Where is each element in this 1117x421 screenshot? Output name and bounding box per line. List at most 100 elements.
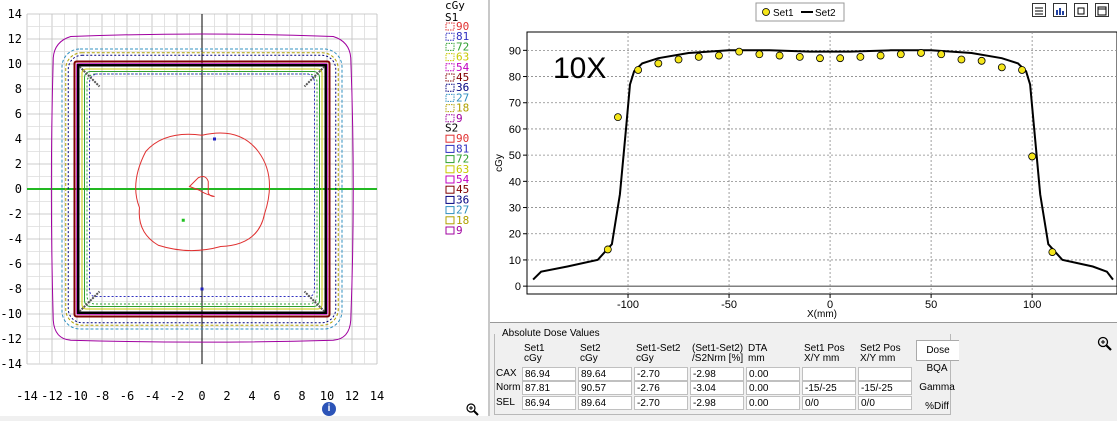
dose-table-cell: -3.04 (690, 381, 744, 395)
isodose-corner (303, 290, 326, 313)
chart-bars-icon[interactable] (1053, 3, 1067, 17)
zoom-icon[interactable] (466, 403, 480, 416)
x-tick-label: 100 (1023, 299, 1041, 311)
legend-swatch (445, 195, 455, 204)
legend-level-value: 18 (456, 214, 469, 227)
legend-level-value: 90 (456, 20, 469, 33)
iso-y-tick: 6 (15, 107, 22, 121)
iso-x-tick: -8 (95, 389, 109, 403)
iso-y-tick: -4 (8, 232, 22, 246)
panel-splitter[interactable] (488, 0, 490, 416)
series-set1-point (674, 55, 683, 64)
iso-x-tick: 6 (273, 389, 280, 403)
dose-table-cell: -2.98 (690, 367, 744, 381)
isodose-contour (84, 71, 320, 307)
y-tick-label: 10 (509, 255, 521, 267)
series-set1-point (775, 51, 784, 60)
profile-chart: 0 10 20 30 40 50 60 70 80 90 -100 -50 0 50 100 10X cGy… (494, 2, 1117, 320)
legend-level-value: 81 (456, 142, 469, 155)
legend-swatch (445, 22, 455, 31)
dose-table-cell: 86.94 (522, 396, 576, 410)
dose-table-cell: -2.70 (634, 367, 688, 381)
dose-table-cell: 87.81 (522, 381, 576, 395)
header-set1-pos: Set1 Pos X/Y mm (804, 343, 845, 364)
dose-table-frame (494, 334, 951, 415)
legend-swatch (445, 73, 455, 82)
header-set2: Set2 cGy (580, 343, 601, 364)
isodose-corner (78, 65, 101, 88)
series-set1-point (735, 47, 744, 56)
marker-point (213, 137, 216, 141)
window-icon[interactable] (1095, 3, 1109, 17)
y-tick-label: 50 (509, 150, 521, 162)
legend-swatch (445, 165, 455, 174)
header-diff: Set1-Set2 cGy (636, 343, 681, 364)
tab-bqa[interactable]: BQA (926, 363, 948, 374)
series-set1-point (856, 52, 865, 61)
series-set1-point (957, 55, 966, 64)
series-set1-point (614, 113, 622, 122)
legend-swatch (445, 216, 455, 225)
legend-swatch (445, 63, 455, 72)
iso-y-tick: -14 (0, 357, 22, 371)
dose-table-cell (802, 367, 856, 381)
isodose-corner (303, 65, 326, 88)
row-label-sel: SEL (496, 397, 515, 408)
header-set1: Set1 cGy (524, 343, 545, 364)
iso-x-tick: 2 (223, 389, 230, 403)
legend-level-value: 45 (456, 183, 469, 196)
x-tick-label: 0 (827, 299, 833, 311)
table-icon[interactable] (1032, 3, 1046, 17)
dose-table-cell: 0.00 (746, 381, 800, 395)
legend-set1-marker (762, 8, 770, 16)
x-tick-label: -50 (721, 299, 737, 311)
legend-level-value: 63 (456, 51, 469, 64)
iso-x-tick: 4 (248, 389, 255, 403)
iso-y-tick: -12 (0, 332, 22, 346)
isodose-contour (73, 60, 331, 318)
isodose-corner (78, 290, 101, 313)
legend-set2-heading: S2 (445, 122, 458, 135)
table-zoom-icon[interactable] (1097, 336, 1113, 352)
legend-swatch (445, 134, 455, 143)
y-tick-label: 0 (515, 281, 521, 293)
series-set1-point (876, 51, 885, 60)
legend-swatch (445, 83, 455, 92)
isodose-legend: cGyS19081726354453627189S290817263544536… (445, 0, 470, 237)
iso-x-tick: -10 (66, 389, 88, 403)
y-tick-label: 30 (509, 203, 521, 215)
row-label-cax: CAX (496, 368, 517, 379)
series-set1-point (1018, 66, 1026, 74)
dose-table-cell: 86.94 (522, 367, 576, 381)
series-set1-point (603, 245, 612, 254)
isodose-contour (67, 54, 337, 324)
iso-y-tick: 4 (15, 132, 22, 146)
isodose-contour-90 (135, 132, 270, 252)
series-set1-point (1048, 248, 1057, 256)
y-tick-label: 90 (509, 45, 521, 57)
isodose-contour (81, 68, 323, 310)
tab-dose[interactable]: Dose (916, 340, 959, 361)
dose-table-cell: -15/-25 (858, 381, 912, 395)
profile-legend: Set1 Set2 (755, 2, 845, 22)
info-icon[interactable]: i (322, 402, 336, 416)
series-set1-point (1028, 152, 1037, 161)
y-tick-label: 40 (509, 176, 521, 188)
y-tick-label: 60 (509, 124, 521, 136)
isodose-contours (50, 33, 354, 343)
dose-table-cell: 89.64 (578, 367, 632, 381)
legend-set2-label: Set2 (815, 8, 836, 19)
legend-level-value: 81 (456, 30, 469, 43)
dose-table-cell (858, 367, 912, 381)
tab-percent-diff[interactable]: %Diff (925, 401, 949, 412)
dose-table-cell: 89.64 (578, 396, 632, 410)
frame-icon[interactable] (1074, 3, 1088, 17)
legend-level-value: 54 (456, 61, 470, 74)
tab-gamma[interactable]: Gamma (919, 382, 955, 393)
dose-table-cell: 0.00 (746, 396, 800, 410)
legend-level-value: 27 (456, 91, 469, 104)
row-label-norm: Norm (496, 382, 521, 393)
iso-x-tick: 14 (370, 389, 384, 403)
series-set1-point (654, 59, 663, 68)
